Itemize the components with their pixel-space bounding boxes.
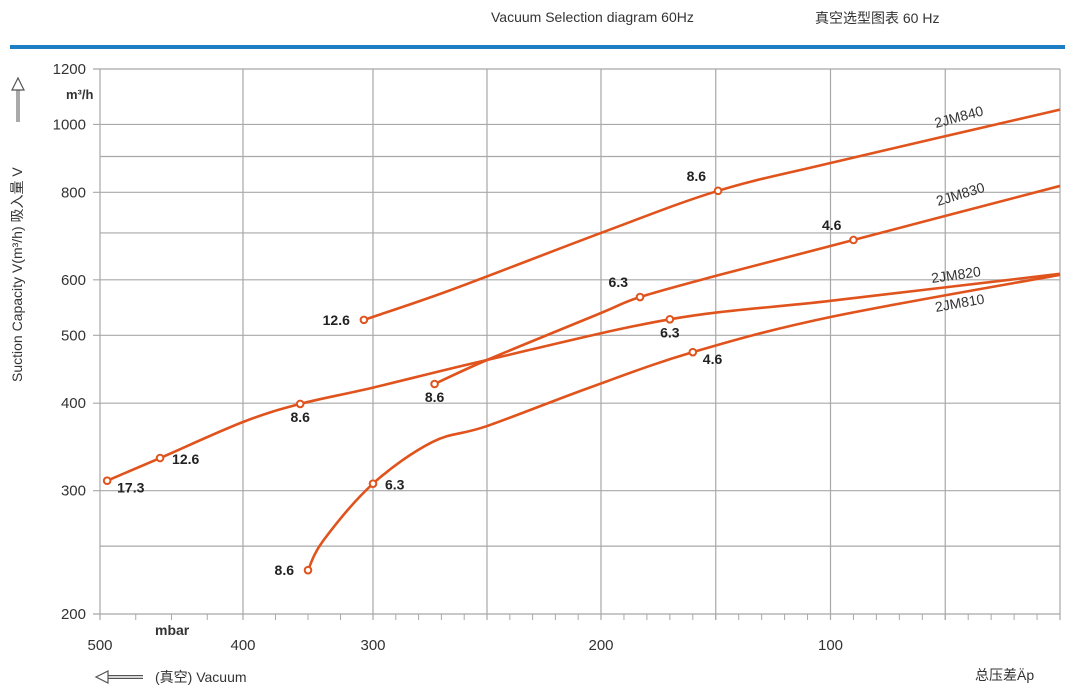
series-line bbox=[306, 273, 1061, 571]
data-point-label: 6.3 bbox=[609, 274, 629, 290]
y-tick-label: 1200 bbox=[53, 61, 86, 78]
x-axis-label-right: 总压差Äp bbox=[975, 667, 1034, 683]
data-point-marker bbox=[295, 399, 305, 409]
data-point-label: 17.3 bbox=[117, 480, 144, 496]
data-point-marker bbox=[303, 565, 313, 575]
series-name-label: 2JM820 bbox=[930, 263, 982, 286]
y-axis-arrow-icon bbox=[11, 76, 25, 122]
y-tick-label: 400 bbox=[61, 395, 86, 412]
data-point-marker bbox=[368, 479, 378, 488]
data-point-marker bbox=[430, 379, 439, 389]
data-point-marker bbox=[713, 186, 723, 196]
x-axis-ticks: 500 400 300 200 100 bbox=[87, 637, 843, 654]
series-line bbox=[434, 184, 1061, 386]
y-unit-label: m³/h bbox=[66, 87, 94, 102]
data-point-label: 4.6 bbox=[822, 217, 842, 233]
data-point-marker bbox=[155, 453, 165, 463]
x-tick-label: 300 bbox=[360, 637, 385, 654]
x-tick-label: 400 bbox=[230, 637, 255, 654]
series-layer: 12.6 8.6 2JM840 8.6 6.3 4.6 2JM830 17.3 12.6 8.6 6… bbox=[102, 102, 1061, 578]
series-line bbox=[363, 108, 1061, 322]
y-tick-label: 1000 bbox=[53, 116, 86, 133]
x-tick-label: 500 bbox=[87, 637, 112, 654]
data-point-marker bbox=[102, 476, 112, 485]
y-tick-label: 200 bbox=[61, 606, 86, 623]
x-axis-label: (真空) Vacuum bbox=[155, 669, 247, 685]
data-point-label: 8.6 bbox=[290, 409, 310, 425]
y-axis-ticks: 1200 1000 800 600 500 400 300 200 bbox=[53, 61, 86, 623]
data-point-label: 8.6 bbox=[687, 168, 707, 184]
y-tick-label: 300 bbox=[61, 483, 86, 500]
data-point-label: 12.6 bbox=[323, 312, 350, 328]
data-point-marker bbox=[635, 292, 645, 302]
header-divider bbox=[10, 45, 1065, 49]
data-point-marker bbox=[665, 314, 675, 324]
chart-title: Vacuum Selection diagram 60Hz bbox=[491, 9, 694, 25]
x-tick-label: 200 bbox=[588, 637, 613, 654]
data-point-label: 6.3 bbox=[385, 477, 405, 493]
data-point-label: 8.6 bbox=[425, 389, 445, 405]
data-point-marker bbox=[359, 315, 369, 325]
y-tick-label: 800 bbox=[61, 184, 86, 201]
data-point-label: 12.6 bbox=[172, 451, 199, 467]
series-2JM830: 8.6 6.3 4.6 2JM830 bbox=[425, 179, 1061, 405]
data-point-label: 8.6 bbox=[275, 562, 295, 578]
data-point-label: 4.6 bbox=[703, 351, 723, 367]
x-unit-label: mbar bbox=[155, 622, 190, 638]
series-line bbox=[106, 272, 1061, 482]
data-point-marker bbox=[688, 347, 698, 357]
x-axis-arrow-icon bbox=[94, 670, 143, 684]
data-point-marker bbox=[849, 235, 858, 245]
series-name-label: 2JM840 bbox=[933, 102, 985, 130]
data-point-label: 6.3 bbox=[660, 324, 680, 340]
series-2JM820: 17.3 12.6 8.6 6.3 2JM820 bbox=[102, 263, 1061, 496]
series-name-label: 2JM810 bbox=[934, 291, 986, 315]
series-name-label: 2JM830 bbox=[934, 179, 987, 209]
y-tick-label: 600 bbox=[61, 272, 86, 289]
y-tick-label: 500 bbox=[61, 327, 86, 344]
chart-title-cn: 真空选型图表 60 Hz bbox=[815, 10, 939, 26]
x-tick-label: 100 bbox=[818, 637, 843, 654]
grid bbox=[93, 68, 1061, 620]
y-axis-label: Suction Capacity V(m³/h) 吸入量 V bbox=[9, 167, 25, 382]
